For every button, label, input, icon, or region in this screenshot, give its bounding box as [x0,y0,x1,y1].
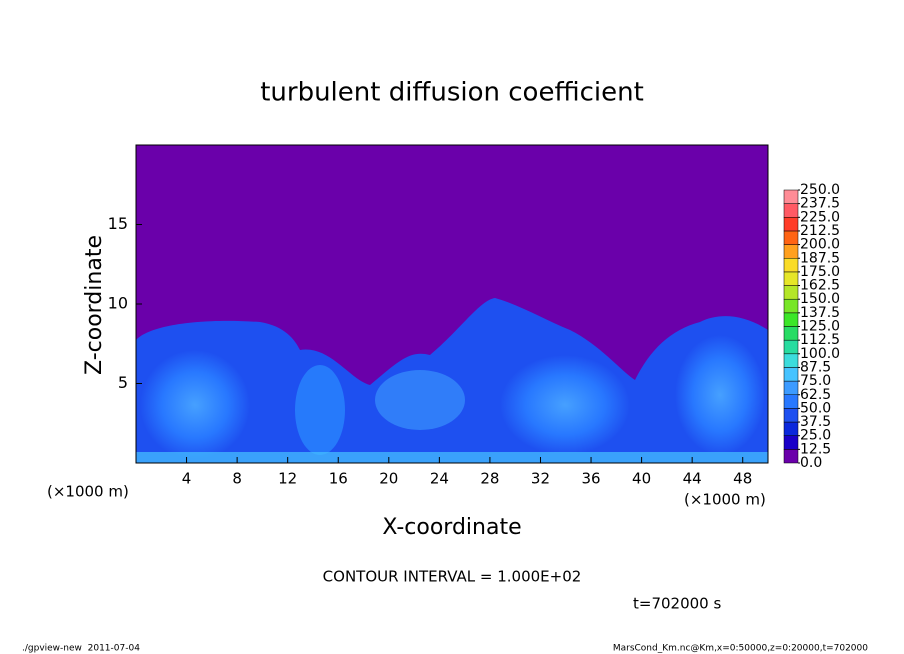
colorbar-label: 187.5 [800,250,840,266]
colorbar-bin [783,449,799,464]
colorbar-label: 225.0 [800,209,840,225]
colorbar-bin [783,353,799,368]
colorbar-label: 25.0 [800,428,831,444]
colorbar-label: 0.0 [800,455,822,471]
colorbar-label: 125.0 [800,319,840,335]
footer-left: ./gpview-new 2011-07-04 [22,644,140,654]
x-axis-label: X-coordinate [382,515,521,540]
eddy [675,335,765,455]
colorbar-label: 75.0 [800,373,831,389]
eddy [295,365,345,455]
y-tick-label: 5 [118,373,128,392]
x-tick-label: 16 [329,470,348,488]
colorbar-label: 212.5 [800,223,840,239]
x-tick-label: 28 [480,470,499,488]
contour-interval: CONTOUR INTERVAL = 1.000E+02 [323,568,582,586]
colorbar-bin [783,189,799,204]
colorbar-bin [783,421,799,436]
surface-layer [136,452,768,463]
colorbar-label: 175.0 [800,264,840,280]
colorbar-label: 50.0 [800,400,831,416]
colorbar-bin [783,258,799,273]
colorbar-label: 200.0 [800,237,840,253]
colorbar-bin [783,394,799,409]
colorbar-label: 87.5 [800,359,831,375]
colorbar-label: 237.5 [800,196,840,212]
colorbar-label: 62.5 [800,387,831,403]
colorbar-label: 100.0 [800,346,840,362]
y-axis-label: Z-coordinate [82,235,107,375]
colorbar-bin [783,244,799,259]
x-unit-label: (×1000 m) [47,483,129,501]
chart-title: turbulent diffusion coefficient [260,78,644,108]
colorbar-label: 112.5 [800,332,840,348]
eddy [500,355,630,455]
x-tick-label: 36 [581,470,600,488]
colorbar-label: 162.5 [800,278,840,294]
colorbar-bin [783,435,799,450]
colorbar-bin [783,271,799,286]
x-tick-label: 48 [733,470,752,488]
colorbar-bin [783,367,799,382]
x-tick-label: 8 [232,470,242,488]
colorbar-label: 250.0 [800,182,840,198]
x-tick-label: 4 [182,470,192,488]
x-tick-label: 40 [632,470,651,488]
colorbar-bin [783,380,799,396]
footer-right: MarsCond_Km.nc@Km,x=0:50000,z=0:20000,t=… [613,644,868,654]
x-tick-label: 24 [430,470,449,488]
x-tick-label: 12 [278,470,297,488]
eddy [375,370,465,430]
x-tick-label: 44 [683,470,702,488]
colorbar-bin [783,408,799,423]
x-tick-label: 20 [379,470,398,488]
colorbar-label: 137.5 [800,305,840,321]
colorbar-bin [783,312,799,327]
colorbar-bin [783,217,799,232]
colorbar-bin [783,285,799,300]
colorbar-bin [783,339,799,355]
x-tick-label: 32 [531,470,550,488]
x-unit-label: (×1000 m) [684,491,766,509]
y-tick-label: 15 [108,214,128,233]
time-label: t=702000 s [633,595,721,613]
colorbar-label: 150.0 [800,291,840,307]
eddy [140,350,250,460]
colorbar-bin [783,230,799,245]
colorbar-bin [783,298,799,314]
field [136,145,768,463]
colorbar-label: 12.5 [800,441,831,457]
colorbar-label: 37.5 [800,414,831,430]
colorbar-bin [783,203,799,218]
y-tick-label: 10 [108,294,128,313]
colorbar-bin [783,326,799,341]
